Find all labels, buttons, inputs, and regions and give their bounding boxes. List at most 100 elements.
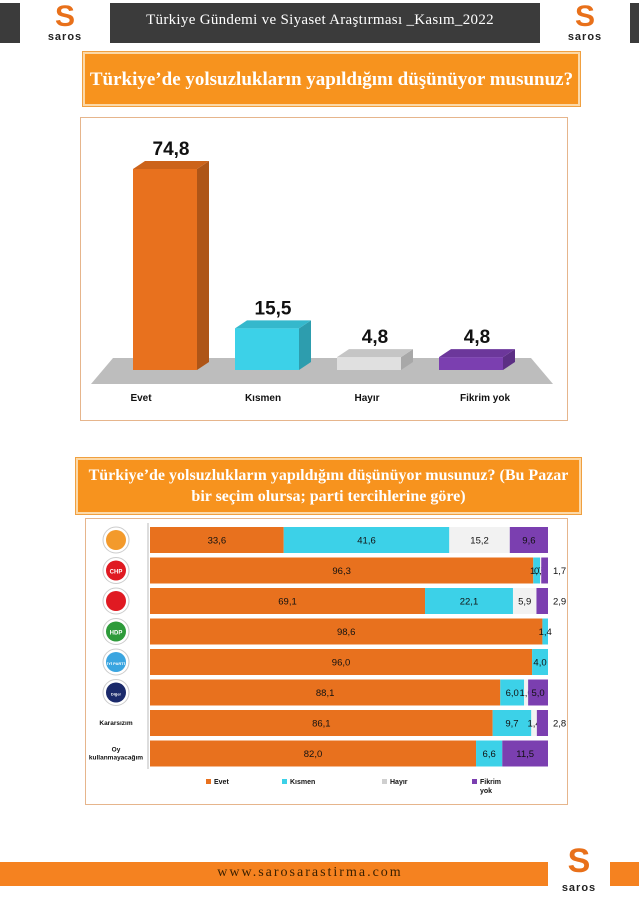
segment-label: 6,6 — [483, 749, 496, 760]
segment-label: 96,3 — [332, 566, 351, 577]
bar-segment — [150, 679, 501, 706]
bar-segment — [150, 588, 426, 614]
bar-segment — [512, 588, 537, 614]
bar-front — [235, 328, 299, 370]
legend-label: Kısmen — [290, 779, 315, 786]
saros-s-icon: S — [567, 842, 591, 880]
chart2-title: Türkiye’de yolsuzlukların yapıldığını dü… — [76, 458, 581, 514]
segment-label: 98,6 — [337, 627, 356, 638]
party-logo-text: HDP — [110, 631, 123, 637]
party-logo-icon-inner — [106, 591, 126, 611]
segment-label: 5,0 — [531, 688, 544, 699]
legend-label: Evet — [214, 779, 229, 786]
party-logo-icon-inner — [106, 682, 126, 703]
bar-top — [337, 349, 413, 358]
bar-front — [133, 168, 197, 370]
bar-top — [235, 320, 311, 329]
bar-segment — [476, 740, 503, 767]
segment-label: 82,0 — [304, 749, 323, 760]
segment-label: 69,1 — [278, 597, 297, 608]
footer-url[interactable]: www.sarosarastirma.com — [217, 865, 403, 880]
bar-segment — [509, 527, 548, 553]
legend-label: yok — [480, 788, 492, 795]
saros-logo-left: S saros — [20, 0, 110, 44]
party-logo-icon-inner — [106, 560, 126, 581]
bar-segment — [536, 588, 548, 614]
bar-segment — [532, 649, 548, 675]
segment-label: 1,7 — [530, 566, 543, 577]
segment-label: 41,6 — [357, 536, 376, 547]
segment-label: 5,9 — [518, 597, 531, 608]
segment-label: 9,6 — [522, 536, 535, 547]
legend-swatch — [282, 779, 287, 784]
party-logo-text: Diğer — [111, 692, 122, 697]
bar-side — [299, 320, 311, 370]
chart1-svg: 74,8 Evet 15,5 Kısmen 4,8 Hayır 4,8 Fikrim yok — [91, 139, 553, 404]
bar-segment — [425, 588, 513, 614]
bar-value-label: 74,8 — [153, 139, 190, 160]
category-label: Fikrim yok — [460, 393, 510, 404]
bar-segment — [528, 679, 548, 706]
document-title: Türkiye Gündemi ve Siyaset Araştırması _… — [146, 12, 494, 28]
bar-segment — [150, 527, 284, 553]
bar-segment — [502, 740, 548, 767]
segment-label: 4,0 — [533, 658, 546, 669]
bar-front — [439, 357, 503, 370]
category-label: Hayır — [354, 393, 379, 404]
footer-bar — [0, 862, 639, 886]
segment-label: 86,1 — [312, 719, 331, 730]
segment-label: 6,0 — [506, 688, 519, 699]
bar-segment — [150, 557, 534, 584]
chart2-frame: 33,6 41,6 15,2 9,6 CHP 96,3 1,7 0,3 1,7 69,1 22,1 5… — [85, 518, 568, 805]
category-label: Kısmen — [245, 393, 281, 404]
bar-top — [439, 349, 515, 358]
segment-label: 2,9 — [553, 597, 566, 608]
bar-segment — [283, 527, 450, 553]
party-logo-icon-inner — [106, 530, 126, 550]
bar-side — [401, 349, 413, 370]
saros-logo-footer: S saros — [548, 838, 610, 900]
chart1-floor — [91, 358, 553, 384]
chart1-title: Türkiye’de yolsuzlukların yapıldığını dü… — [83, 52, 580, 106]
segment-label: 9,7 — [505, 719, 518, 730]
party-logo-icon-inner — [106, 621, 126, 642]
legend-swatch — [382, 779, 387, 784]
saros-s-icon: S — [54, 0, 75, 33]
bar-segment — [531, 710, 537, 736]
bar-segment — [150, 710, 493, 736]
segment-label: 2,8 — [553, 719, 566, 730]
bar-front — [337, 357, 401, 370]
segment-label: 1,7 — [553, 566, 566, 577]
saros-logo-right: S saros — [540, 0, 630, 44]
bar-segment — [541, 557, 548, 584]
row-label: Oy — [112, 747, 121, 754]
party-logo-text: İYİ PARTİ — [107, 661, 125, 666]
bar-segment — [500, 679, 525, 706]
saros-logo-text: saros — [567, 31, 603, 43]
header-bar: S saros Türkiye Gündemi ve Siyaset Araşt… — [0, 0, 639, 44]
segment-label: 1,4 — [539, 627, 552, 638]
category-label: Evet — [130, 393, 152, 404]
bar-segment — [524, 679, 529, 706]
legend-label: Fikrim — [480, 779, 501, 786]
bar-segment — [533, 557, 541, 584]
row-label: Kararsızım — [99, 720, 132, 727]
saros-s-icon: S — [574, 0, 595, 33]
segment-label: 22,1 — [460, 597, 479, 608]
saros-logo-text: saros — [47, 31, 83, 43]
segment-label: 15,2 — [470, 536, 489, 547]
bar-value-label: 15,5 — [255, 298, 292, 319]
segment-label: 33,6 — [208, 536, 227, 547]
segment-label: 1,4 — [527, 719, 540, 730]
legend-label: Hayır — [390, 779, 408, 786]
bar-segment — [150, 618, 543, 645]
party-logo-icon-inner — [106, 652, 126, 672]
bar-segment — [150, 740, 477, 767]
party-logo-text: CHP — [110, 570, 123, 576]
legend-swatch — [472, 779, 477, 784]
bar-segment — [542, 618, 548, 645]
bar-value-label: 4,8 — [362, 327, 388, 348]
bar-segment — [492, 710, 532, 736]
bar-side — [197, 160, 209, 370]
